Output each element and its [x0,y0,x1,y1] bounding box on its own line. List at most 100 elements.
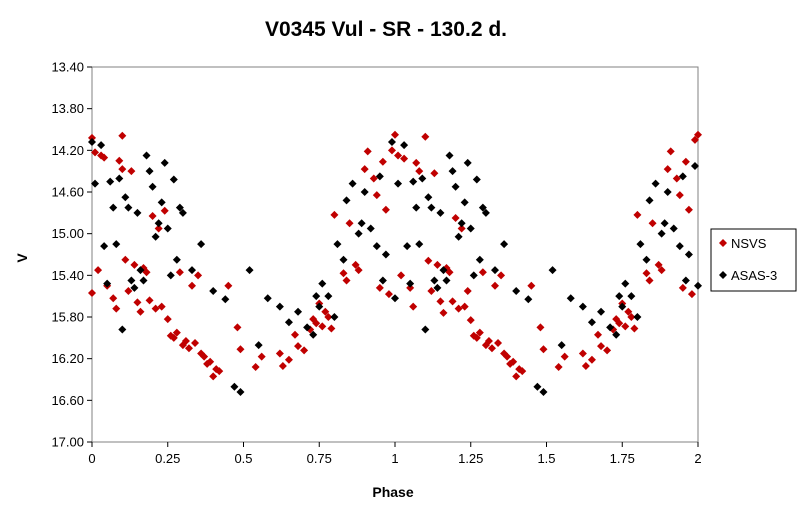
data-point [690,135,699,144]
data-point [136,307,145,316]
data-point [415,240,424,249]
data-point [209,286,218,295]
data-point [275,302,284,311]
data-point [178,208,187,217]
data-point [436,297,445,306]
legend-box [710,228,797,292]
data-point [172,328,181,337]
data-point [615,292,624,301]
data-point [633,313,642,321]
data-point [224,281,233,290]
data-point [409,302,418,311]
legend: NSVS ASAS-3 [710,228,797,292]
data-point [497,271,506,280]
x-tick-label: 0.75 [307,451,332,466]
data-point [330,210,339,219]
data-point [187,266,196,275]
x-tick-label: 0.5 [234,451,252,466]
data-point [560,352,569,361]
data-point [157,302,166,311]
data-point [475,328,484,337]
data-point [294,342,303,351]
data-point [354,229,363,238]
data-point [121,255,130,264]
data-point [384,290,393,299]
data-point [694,130,702,139]
data-point [136,266,145,275]
data-point [381,205,390,214]
data-point [160,158,169,167]
data-point [439,266,448,275]
data-point [378,276,387,285]
data-point [512,286,521,295]
data-point [339,255,348,264]
data-point [354,266,363,275]
data-point [139,276,148,285]
data-point [254,341,263,350]
data-point [524,295,533,304]
data-point [663,188,672,196]
data-point [94,266,103,275]
data-point [263,294,272,303]
x-axis-title: Phase [372,484,413,500]
y-tick-label: 17.00 [51,435,84,450]
data-point [184,344,193,353]
y-tick-label: 14.60 [51,185,84,200]
data-point [169,175,178,184]
data-point [457,219,466,228]
data-point [566,294,575,303]
data-point [442,276,451,285]
x-tick-label: 1 [391,451,398,466]
data-point [684,205,693,214]
data-point [284,318,293,327]
y-axis-title: V [14,253,30,263]
data-point [221,295,230,304]
data-point [154,224,163,233]
y-tick-label: 16.60 [51,393,84,408]
data-point [645,276,654,285]
data-point [612,330,621,339]
data-point [636,240,645,249]
data-point [621,279,630,288]
data-point [466,224,475,233]
data-point [300,346,309,355]
data-point [621,322,630,331]
data-point [118,325,127,334]
data-point [312,292,321,301]
data-point [109,294,118,303]
y-tick-label: 15.40 [51,268,84,283]
data-point [133,298,142,307]
data-point [657,266,666,275]
data-point [194,271,203,280]
data-point [391,294,399,303]
data-point [351,260,360,269]
data-point [663,165,672,174]
data-point [433,283,442,292]
data-point [318,279,327,288]
data-point [478,203,487,212]
data-point [127,167,136,176]
data-point [409,177,418,186]
data-point [106,177,115,186]
data-point [309,330,318,339]
data-point [548,266,557,275]
data-point [527,281,536,290]
data-point [124,203,133,212]
data-point [581,361,590,370]
data-point [151,232,160,241]
data-point [109,203,118,212]
data-point [445,151,454,160]
data-point [675,242,684,251]
data-point [315,302,324,311]
data-point [151,304,160,313]
data-point [509,357,518,366]
plot-area [91,66,699,443]
data-point [421,325,430,334]
data-point [169,333,178,342]
data-point [88,138,96,146]
data-point [115,156,124,165]
data-point [503,352,512,361]
data-point [557,341,566,350]
